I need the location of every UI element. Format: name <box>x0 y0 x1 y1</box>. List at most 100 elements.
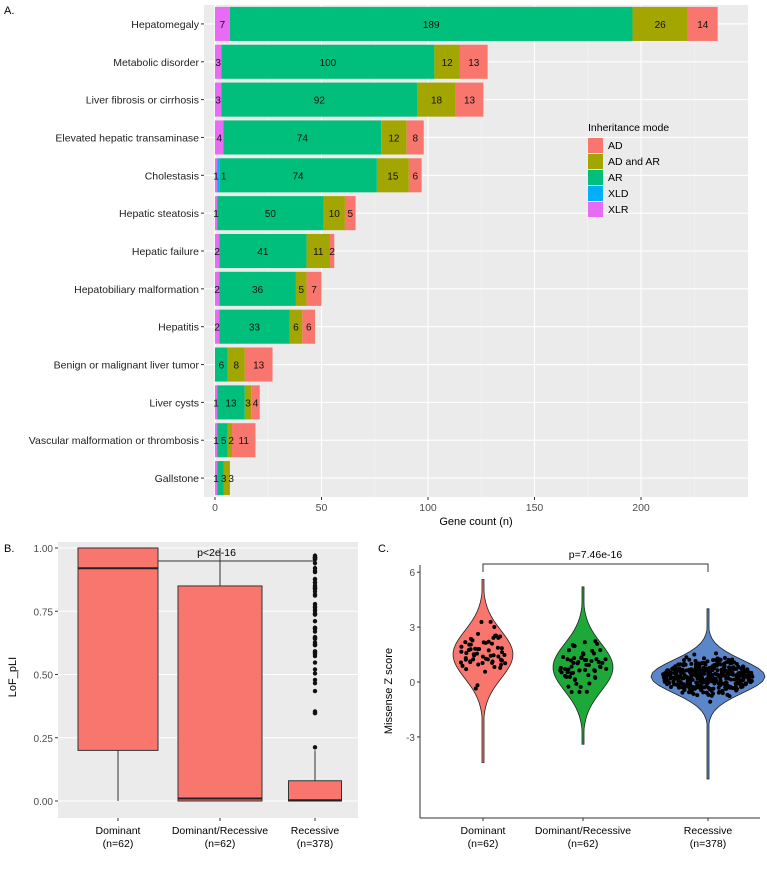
data-point <box>483 669 488 674</box>
outlier-point <box>312 611 318 616</box>
data-point <box>709 693 714 698</box>
data-point <box>582 640 587 645</box>
data-point <box>701 690 706 695</box>
data-point <box>459 649 464 654</box>
data-point <box>728 685 733 690</box>
outlier-point <box>312 636 318 641</box>
outlier-point <box>312 651 318 657</box>
bar-label: 18 <box>431 96 443 107</box>
bar-label: 1 <box>213 398 219 409</box>
data-point <box>727 694 732 699</box>
data-point <box>680 690 685 695</box>
data-point <box>693 658 698 663</box>
data-point <box>700 676 705 681</box>
bar-segment <box>215 6 230 41</box>
data-point <box>695 668 700 673</box>
bar-segment <box>215 233 220 269</box>
y-tick-label: 0.75 <box>34 607 54 618</box>
data-point <box>566 684 571 689</box>
legend-swatch <box>588 170 603 185</box>
data-point <box>600 660 605 665</box>
data-point <box>574 681 579 686</box>
legend-label: AD <box>608 140 623 152</box>
category-label: Hepatic failure <box>132 246 199 258</box>
data-point <box>733 685 738 690</box>
bar-label: 6 <box>293 323 299 334</box>
data-point <box>471 657 476 662</box>
data-point <box>741 677 746 682</box>
data-point <box>569 664 574 669</box>
data-point <box>470 638 475 643</box>
legend-swatch <box>588 154 603 169</box>
data-point <box>705 659 710 664</box>
outlier-point <box>312 589 318 594</box>
outlier-point <box>312 555 318 560</box>
data-point <box>500 650 505 655</box>
y-tick-label: -3 <box>406 733 415 744</box>
data-point <box>569 658 574 663</box>
bar-label: 10 <box>329 209 341 220</box>
data-point <box>459 660 464 665</box>
bar-segment <box>217 423 228 458</box>
data-point <box>695 693 700 698</box>
bar-segment <box>217 461 224 496</box>
bar-segment <box>232 423 256 458</box>
data-point <box>665 668 670 673</box>
bar-label: 189 <box>423 20 440 31</box>
data-point <box>709 688 714 693</box>
data-point <box>687 678 692 683</box>
outlier-point <box>312 626 318 631</box>
bar-segment <box>227 423 233 458</box>
data-point <box>706 685 711 690</box>
bar-segment <box>406 120 424 155</box>
bar-segment <box>219 158 377 193</box>
data-point <box>670 675 675 680</box>
x-tick-label: (n=378) <box>690 838 726 850</box>
x-tick-label: Recessive <box>684 825 733 837</box>
data-point <box>496 654 501 659</box>
box <box>77 547 159 751</box>
bar-label: 1 <box>221 171 227 182</box>
bar-label: 26 <box>655 20 667 31</box>
data-point <box>580 651 585 656</box>
data-point <box>598 648 603 653</box>
data-point <box>596 659 601 664</box>
bar-label: 36 <box>252 285 264 296</box>
data-point <box>712 666 717 671</box>
bar-segment <box>215 423 218 458</box>
y-tick-label: 0.50 <box>34 671 54 682</box>
data-point <box>592 675 597 680</box>
bar-segment <box>217 158 220 193</box>
bar-segment <box>381 120 407 155</box>
bar-label: 1 <box>213 474 219 485</box>
category-label: Hepatomegaly <box>131 19 199 31</box>
data-point <box>603 657 608 662</box>
data-point <box>572 644 577 649</box>
data-point <box>687 690 692 695</box>
data-point <box>463 657 468 662</box>
data-point <box>689 667 694 672</box>
data-point <box>563 666 568 671</box>
data-point <box>587 681 592 686</box>
bar-label: 7 <box>311 285 317 296</box>
bar-label: 13 <box>464 96 476 107</box>
bar-label: 41 <box>257 247 269 258</box>
data-point <box>499 646 504 651</box>
x-tick-label: 0 <box>212 502 218 514</box>
category-label: Hepatobiliary malformation <box>74 284 199 296</box>
data-point <box>567 674 572 679</box>
bar-label: 74 <box>293 171 305 182</box>
bar-label: 92 <box>314 96 326 107</box>
data-point <box>476 647 481 652</box>
bar-segment <box>376 158 409 193</box>
data-point <box>571 670 576 675</box>
data-point <box>687 685 692 690</box>
data-point <box>496 635 501 640</box>
category-label: Elevated hepatic transaminase <box>55 132 199 144</box>
data-point <box>671 679 676 684</box>
bar-segment <box>687 6 718 41</box>
outlier-point <box>312 660 318 665</box>
data-point <box>721 681 726 686</box>
data-point <box>689 661 694 666</box>
